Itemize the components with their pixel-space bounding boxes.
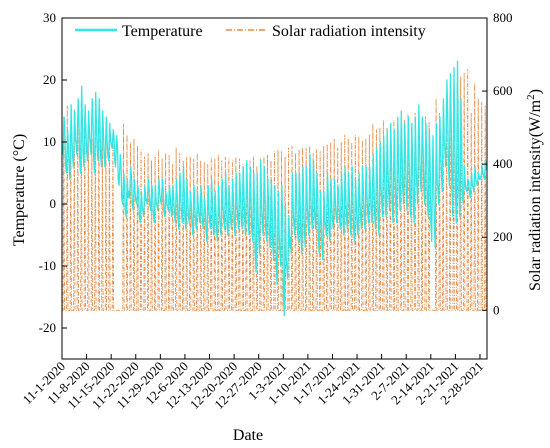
left-y-tick-label: 0 (50, 196, 57, 211)
left-y-axis-title-text: Temperature ( (11, 156, 28, 246)
right-y-axis-title-sup: 2 (525, 94, 537, 100)
solar-radiation-line (62, 69, 487, 311)
left-y-tick-label: 10 (43, 134, 56, 149)
right-y-tick-label: 600 (493, 83, 513, 98)
left-y-tick-label: 30 (43, 10, 56, 25)
right-y-axis-title: Solar radiation intensity(W/m2) (525, 89, 544, 291)
legend-temperature-label: Temperature (122, 23, 203, 40)
legend: Temperature Solar radiation intensity (75, 23, 426, 40)
x-axis-title: Date (233, 427, 263, 444)
left-y-tick-label: 20 (43, 72, 56, 87)
left-y-tick-label: -20 (39, 320, 56, 335)
right-y-tick-label: 200 (493, 229, 513, 244)
temperature-series (61, 60, 488, 317)
left-y-axis-title-unit: °C) (11, 134, 28, 156)
solar-radiation-series (62, 69, 487, 311)
right-y-axis: 0 200 400 600 800 (482, 10, 513, 317)
plot-area-frame (61, 17, 488, 360)
right-y-tick-label: 400 (493, 156, 513, 171)
temperature-line (61, 60, 488, 317)
right-y-axis-title-close: ) (527, 89, 544, 94)
left-y-tick-label: -10 (39, 258, 56, 273)
left-y-axis-title: Temperature (°C) (11, 134, 28, 246)
right-y-tick-label: 800 (493, 10, 513, 25)
legend-solar-label: Solar radiation intensity (272, 23, 426, 40)
right-y-tick-label: 0 (493, 302, 500, 317)
x-axis: 11-1-202011-8-202011-15-202011-22-202011… (20, 354, 486, 412)
right-y-axis-title-text: Solar radiation intensity(W/m (527, 99, 544, 291)
left-y-axis: -20 -10 0 10 20 30 (39, 10, 67, 335)
